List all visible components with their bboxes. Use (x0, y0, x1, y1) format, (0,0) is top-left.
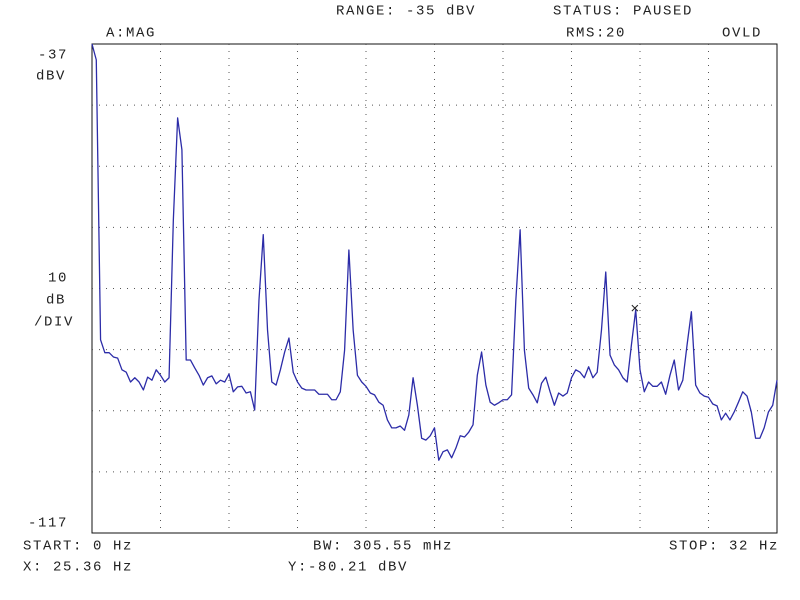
cursor-y-label: Y:-80.21 dBV (288, 560, 408, 576)
plot-frame (91, 43, 778, 534)
y-unit: dBV (36, 69, 66, 85)
status-label: STATUS: PAUSED (553, 4, 693, 20)
cursor-stroke (631, 304, 639, 312)
range-label: RANGE: -35 dBV (336, 4, 476, 20)
scale-suffix: /DIV (34, 315, 74, 331)
start-label: START: 0 Hz (23, 539, 133, 555)
y-tick-label: -117 (28, 516, 68, 532)
y-tick-label: -37 (38, 48, 68, 64)
mode-label: A:MAG (106, 26, 156, 42)
overload-label: OVLD (722, 26, 762, 42)
cursor-x-label: X: 25.36 Hz (23, 560, 133, 576)
stop-label: STOP: 32 Hz (669, 539, 779, 555)
bandwidth-label: BW: 305.55 mHz (313, 539, 453, 555)
rms-label: RMS:20 (566, 26, 626, 42)
trace (91, 43, 778, 461)
scale-value: 10 (48, 271, 68, 287)
scale-unit: dB (46, 293, 66, 309)
cursor-marker (631, 304, 639, 312)
